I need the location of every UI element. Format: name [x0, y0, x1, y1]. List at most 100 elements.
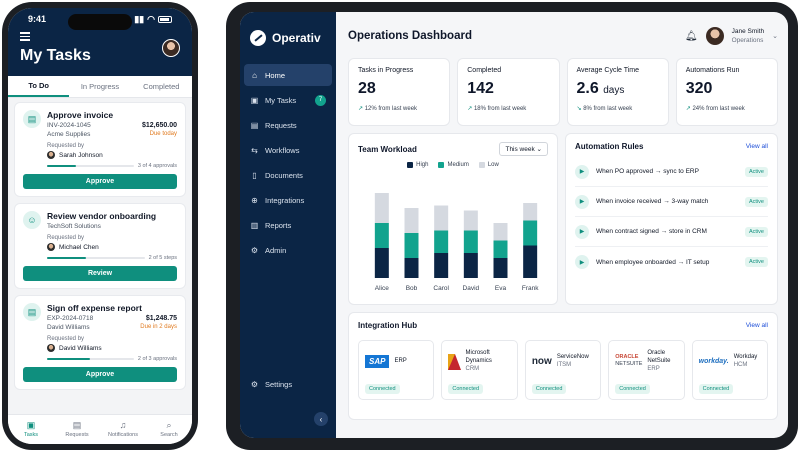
- rule-item[interactable]: ▶ When employee onboarded → IT setup Activ…: [575, 247, 768, 277]
- tab-to-do[interactable]: To Do: [8, 76, 70, 97]
- approve-button[interactable]: Approve: [23, 174, 177, 189]
- collapse-sidebar-button[interactable]: ‹: [314, 412, 328, 426]
- x-tick-label: Alice: [375, 285, 389, 292]
- status-bar: 9:41 ▮▮ ◠: [20, 8, 180, 30]
- task-card[interactable]: ☺ Review vendor onboarding TechSoft Solu…: [14, 203, 186, 289]
- integration-card-netsuite[interactable]: ORACLE NETSUITE Oracle NetSuite ERP Connect…: [608, 340, 685, 400]
- count-badge: 7: [315, 94, 326, 106]
- chart-legend: High Medium Low: [358, 162, 548, 168]
- kpi-value: 142: [467, 80, 494, 97]
- requester-name: Michael Chen: [59, 243, 99, 251]
- integration-name: ERP: [394, 358, 407, 364]
- status-badge: Connected: [615, 384, 650, 394]
- trend-up-icon: ↗: [685, 106, 691, 112]
- nav-tasks[interactable]: ▣ Tasks: [8, 415, 54, 444]
- document-icon: ▤: [23, 303, 41, 321]
- phone-screen: 9:41 ▮▮ ◠ My Tasks To Do In Progress Com…: [8, 8, 192, 444]
- integration-type: CRM: [465, 366, 480, 372]
- sidebar-item-admin[interactable]: ⚙ Admin: [244, 239, 332, 261]
- bar-medium-david: [463, 230, 478, 253]
- task-due: Due today: [149, 131, 177, 137]
- view-all-link[interactable]: View all: [745, 322, 768, 329]
- rule-text: When contract signed → store in CRM: [596, 228, 707, 235]
- chevron-down-icon[interactable]: ⌄: [772, 33, 778, 40]
- bar-medium-alice: [374, 223, 389, 248]
- sidebar-item-reports[interactable]: ▥ Reports: [244, 214, 332, 236]
- rule-item[interactable]: ▶ When contract signed → store in CRM Acti…: [575, 217, 768, 247]
- nav-label: Tasks: [23, 432, 39, 438]
- nav-notifications[interactable]: ♫ Notifications: [100, 415, 146, 444]
- bar-high-bob: [404, 258, 419, 278]
- task-due: Due in 2 days: [140, 324, 177, 330]
- bar-low-alice: [374, 193, 389, 223]
- sidebar-item-home[interactable]: ⌂ Home: [244, 64, 332, 86]
- tasks-icon: ▣: [26, 420, 36, 430]
- sidebar-item-documents[interactable]: ▯ Documents: [244, 164, 332, 186]
- integration-card-dynamics[interactable]: Microsoft Dynamics CRM Connected: [441, 340, 518, 400]
- trend-down-icon: ↘: [576, 106, 582, 112]
- integration-name: Microsoft Dynamics: [465, 350, 492, 364]
- sidebar-item-integrations[interactable]: ⊕ Integrations: [244, 189, 332, 211]
- menu-icon[interactable]: [20, 32, 30, 41]
- document-icon: ▤: [23, 110, 41, 128]
- bar-medium-bob: [404, 233, 419, 258]
- status-time: 9:41: [28, 14, 47, 24]
- bell-icon: ♫: [119, 420, 127, 430]
- kpi-card[interactable]: Average Cycle Time 2.6 days ↘ 8% from la…: [566, 58, 669, 126]
- panel-title: Integration Hub: [358, 321, 418, 330]
- rule-item[interactable]: ▶ When invoice received → 3-way match Acti…: [575, 187, 768, 217]
- avatar[interactable]: [162, 39, 180, 58]
- workload-chart: Alice Bob Carol David Eva Frank: [374, 193, 539, 292]
- main-content: Operations Dashboard 🔔︎ Jane Smith Opera…: [336, 12, 788, 438]
- nav-requests[interactable]: ▤ Requests: [54, 415, 100, 444]
- sidebar-item-my-tasks[interactable]: ▣ My Tasks 7: [244, 89, 332, 111]
- tablet-device: Operativ ⌂ Home ▣ My Tasks 7 ▤ Requests ⇆ Wor…: [226, 2, 798, 450]
- progress-label: 3 of 4 approvals: [137, 163, 177, 169]
- bell-icon[interactable]: 🔔︎: [684, 30, 698, 42]
- tab-completed[interactable]: Completed: [143, 82, 180, 91]
- sidebar-item-requests[interactable]: ▤ Requests: [244, 114, 332, 136]
- tab-in-progress[interactable]: In Progress: [80, 82, 120, 91]
- view-all-link[interactable]: View all: [745, 143, 768, 150]
- integration-name: Workday: [733, 354, 758, 360]
- kpi-delta: 18% from last week: [473, 106, 527, 112]
- integration-type: ITSM: [556, 362, 572, 368]
- nav-search[interactable]: ⌕ Search: [146, 415, 192, 444]
- task-ref: INV-2024-1045: [47, 122, 91, 129]
- period-select[interactable]: This week ⌄: [499, 142, 548, 156]
- integration-card-workday[interactable]: workday. Workday HCM Connected: [691, 340, 769, 400]
- sidebar-item-label: Workflows: [265, 145, 300, 155]
- kpi-card[interactable]: Tasks in Progress 28 ↗ 12% from last wee…: [348, 58, 451, 126]
- x-tick-label: Frank: [522, 285, 539, 292]
- progress-label: 2 of 5 steps: [148, 255, 177, 261]
- task-card[interactable]: ▤ Sign off expense report EXP-2024-0718 …: [14, 295, 186, 390]
- play-icon: ▶: [575, 224, 589, 239]
- kpi-label: Completed: [467, 67, 502, 74]
- sidebar-item-settings[interactable]: ⚙ Settings: [244, 373, 332, 395]
- sidebar-item-label: Settings: [265, 379, 293, 389]
- integration-card-sap[interactable]: SAP ERP Connected: [358, 340, 435, 400]
- kpi-delta: 24% from last week: [692, 106, 745, 112]
- kpi-card[interactable]: Completed 142 ↗ 18% from last week: [457, 58, 560, 126]
- task-card[interactable]: ▤ Approve invoice INV-2024-1045 $12,650.…: [14, 102, 186, 197]
- kpi-label: Automations Run: [685, 67, 740, 74]
- status-badge: Active: [745, 196, 768, 207]
- status-badge: Connected: [365, 384, 400, 394]
- trend-up-icon: ↗: [358, 106, 364, 112]
- rule-item[interactable]: ▶ When PO approved → sync to ERP Active: [575, 157, 768, 187]
- requested-label: Requested by: [47, 235, 85, 241]
- status-badge: Connected: [448, 384, 484, 394]
- sidebar-item-label: Home: [265, 70, 286, 80]
- user-name: Jane Smith: [731, 28, 765, 35]
- review-button[interactable]: Review: [23, 266, 177, 281]
- approve-button[interactable]: Approve: [23, 367, 177, 382]
- kpi-card[interactable]: Automations Run 320 ↗ 24% from last week: [675, 58, 778, 126]
- user-menu[interactable]: Jane Smith Operations: [732, 27, 765, 45]
- integration-name: Oracle NetSuite: [647, 350, 671, 364]
- bottom-nav: ▣ Tasks ▤ Requests ♫ Notifications ⌕ Search: [8, 414, 192, 444]
- nav-label: Requests: [65, 432, 89, 438]
- requester-avatar: [47, 243, 55, 251]
- integration-card-servicenow[interactable]: now ServiceNow ITSM Connected: [524, 340, 602, 400]
- avatar[interactable]: [705, 27, 724, 45]
- sidebar-item-workflows[interactable]: ⇆ Workflows: [244, 139, 332, 161]
